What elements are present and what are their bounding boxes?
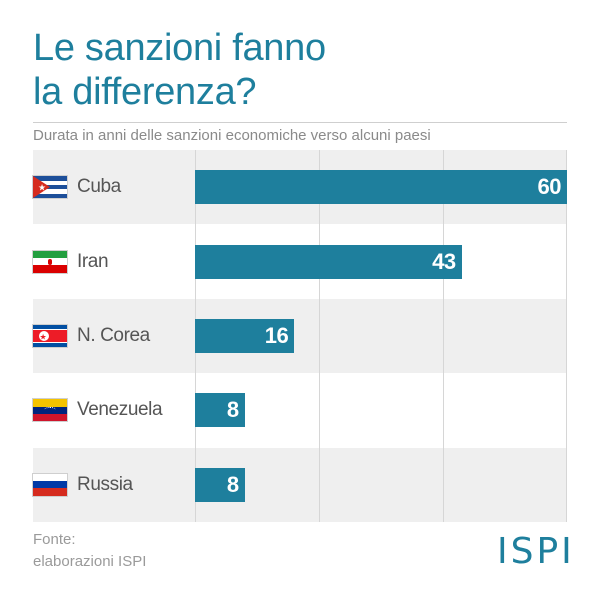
russia-flag-icon (33, 473, 67, 496)
chart-subtitle: Durata in anni delle sanzioni economiche… (33, 127, 431, 144)
row-band (33, 447, 567, 522)
bar-value-label: 16 (264, 323, 289, 348)
source-label: Fonte: (33, 531, 76, 548)
bar: 60 (195, 170, 567, 205)
bar: 16 (195, 319, 295, 353)
category-label: Iran (33, 242, 109, 282)
source-note: Fonte: elaborazioni ISPI (33, 529, 146, 573)
svg-text:★: ★ (38, 184, 46, 194)
category-label: Venezuela (33, 390, 163, 430)
cuba-flag-icon: ★ (33, 176, 67, 199)
north-korea-flag-icon: ★ (33, 325, 67, 347)
row-band (33, 298, 567, 374)
country-name: Russia (77, 473, 133, 495)
chart-plot-area: ★ Cuba 60 Iran 43 ★ N. Corea 16 Venezuela 8 Rus… (33, 150, 567, 522)
gridline (319, 150, 320, 522)
chart-title-line-2: la differenza? (33, 71, 257, 113)
country-name: Venezuela (77, 399, 163, 421)
country-name: Cuba (77, 176, 121, 198)
chart-title-line-1: Le sanzioni fanno (33, 27, 326, 69)
country-name: N. Corea (77, 325, 150, 346)
chart-title: Le sanzioni fanno la differenza? (33, 26, 573, 114)
category-label: Russia (33, 465, 133, 505)
bar-value-label: 8 (226, 471, 239, 497)
gridline (443, 150, 444, 522)
venezuela-flag-icon (33, 399, 67, 422)
top-divider (33, 122, 567, 123)
bar: 8 (195, 393, 245, 428)
bar-value-label: 8 (226, 397, 239, 423)
gridline (566, 150, 567, 522)
ispi-logo: ISPI (497, 531, 575, 572)
bar: 43 (195, 244, 462, 279)
category-label: ★ Cuba (33, 167, 121, 207)
iran-flag-icon (33, 250, 67, 273)
country-name: Iran (77, 250, 109, 272)
bar-value-label: 60 (537, 174, 562, 200)
source-text: elaborazioni ISPI (33, 553, 147, 570)
bar-value-label: 43 (432, 248, 456, 274)
bar: 8 (195, 467, 245, 502)
svg-text:★: ★ (40, 333, 47, 342)
category-label: ★ N. Corea (33, 316, 150, 356)
